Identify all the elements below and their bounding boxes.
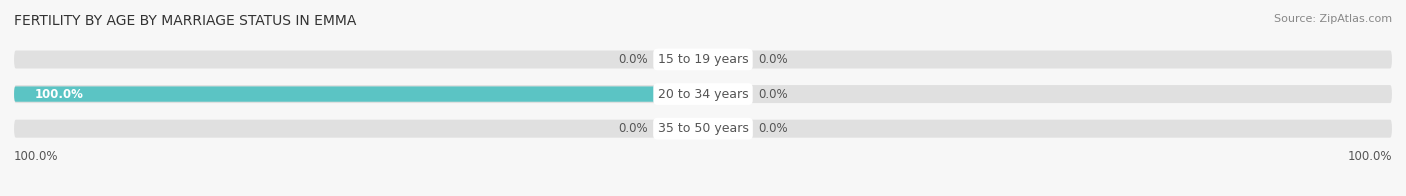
FancyBboxPatch shape <box>14 120 1392 138</box>
Text: 20 to 34 years: 20 to 34 years <box>658 88 748 101</box>
Text: 15 to 19 years: 15 to 19 years <box>658 53 748 66</box>
Text: 100.0%: 100.0% <box>1347 150 1392 163</box>
FancyBboxPatch shape <box>703 86 744 102</box>
Text: 0.0%: 0.0% <box>758 53 787 66</box>
FancyBboxPatch shape <box>14 85 1392 103</box>
Text: FERTILITY BY AGE BY MARRIAGE STATUS IN EMMA: FERTILITY BY AGE BY MARRIAGE STATUS IN E… <box>14 14 357 28</box>
Text: 100.0%: 100.0% <box>14 150 59 163</box>
Text: 0.0%: 0.0% <box>758 88 787 101</box>
Text: Source: ZipAtlas.com: Source: ZipAtlas.com <box>1274 14 1392 24</box>
FancyBboxPatch shape <box>703 52 744 67</box>
FancyBboxPatch shape <box>14 51 1392 68</box>
Text: 35 to 50 years: 35 to 50 years <box>658 122 748 135</box>
FancyBboxPatch shape <box>662 52 703 67</box>
Text: 0.0%: 0.0% <box>758 122 787 135</box>
Text: 0.0%: 0.0% <box>619 122 648 135</box>
FancyBboxPatch shape <box>14 86 703 102</box>
Text: 0.0%: 0.0% <box>619 53 648 66</box>
FancyBboxPatch shape <box>662 121 703 136</box>
FancyBboxPatch shape <box>703 121 744 136</box>
Text: 100.0%: 100.0% <box>35 88 83 101</box>
